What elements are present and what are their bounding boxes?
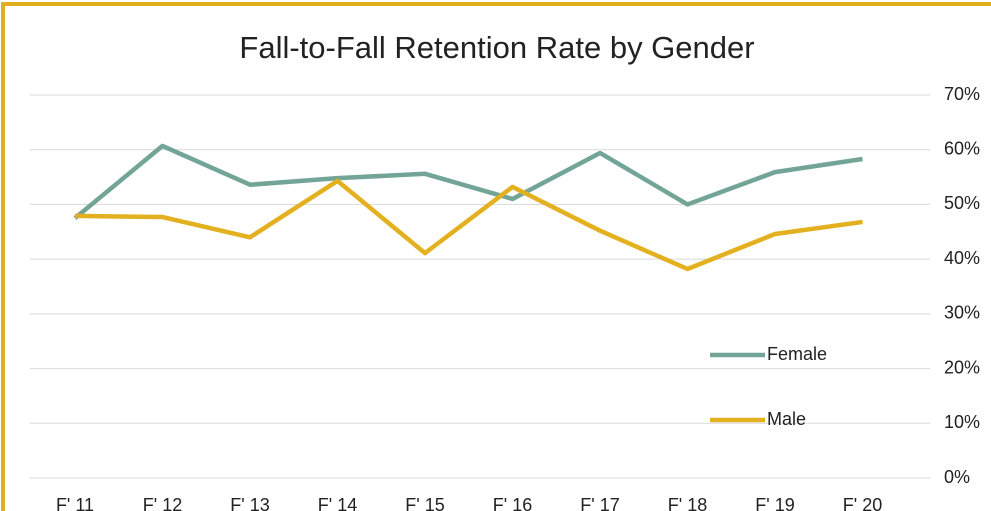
- line-series: [73, 143, 863, 220]
- y-tick-label: 20%: [944, 357, 980, 377]
- y-tick-label: 0%: [944, 467, 970, 487]
- legend-label: Female: [767, 344, 827, 364]
- x-tick-label: F' 17: [580, 495, 619, 511]
- x-tick-label: F' 13: [230, 495, 269, 511]
- x-tick-label: F' 14: [318, 495, 357, 511]
- y-tick-label: 70%: [944, 84, 980, 104]
- x-tick-label: F' 11: [56, 495, 94, 511]
- y-tick-label: 60%: [944, 138, 980, 158]
- y-tick-label: 40%: [944, 248, 980, 268]
- x-tick-label: F' 12: [143, 495, 182, 511]
- legend-label: Male: [767, 409, 806, 429]
- chart-title: Fall-to-Fall Retention Rate by Gender: [239, 30, 754, 65]
- x-tick-label: F' 15: [405, 495, 444, 511]
- x-tick-label: F' 19: [755, 495, 794, 511]
- y-tick-label: 50%: [944, 193, 980, 213]
- y-tick-label: 30%: [944, 303, 980, 323]
- x-tick-label: F' 18: [668, 495, 707, 511]
- x-tick-label: F' 20: [843, 495, 882, 511]
- line-series: [74, 178, 863, 272]
- x-tick-label: F' 16: [493, 495, 532, 511]
- y-tick-label: 10%: [944, 412, 980, 432]
